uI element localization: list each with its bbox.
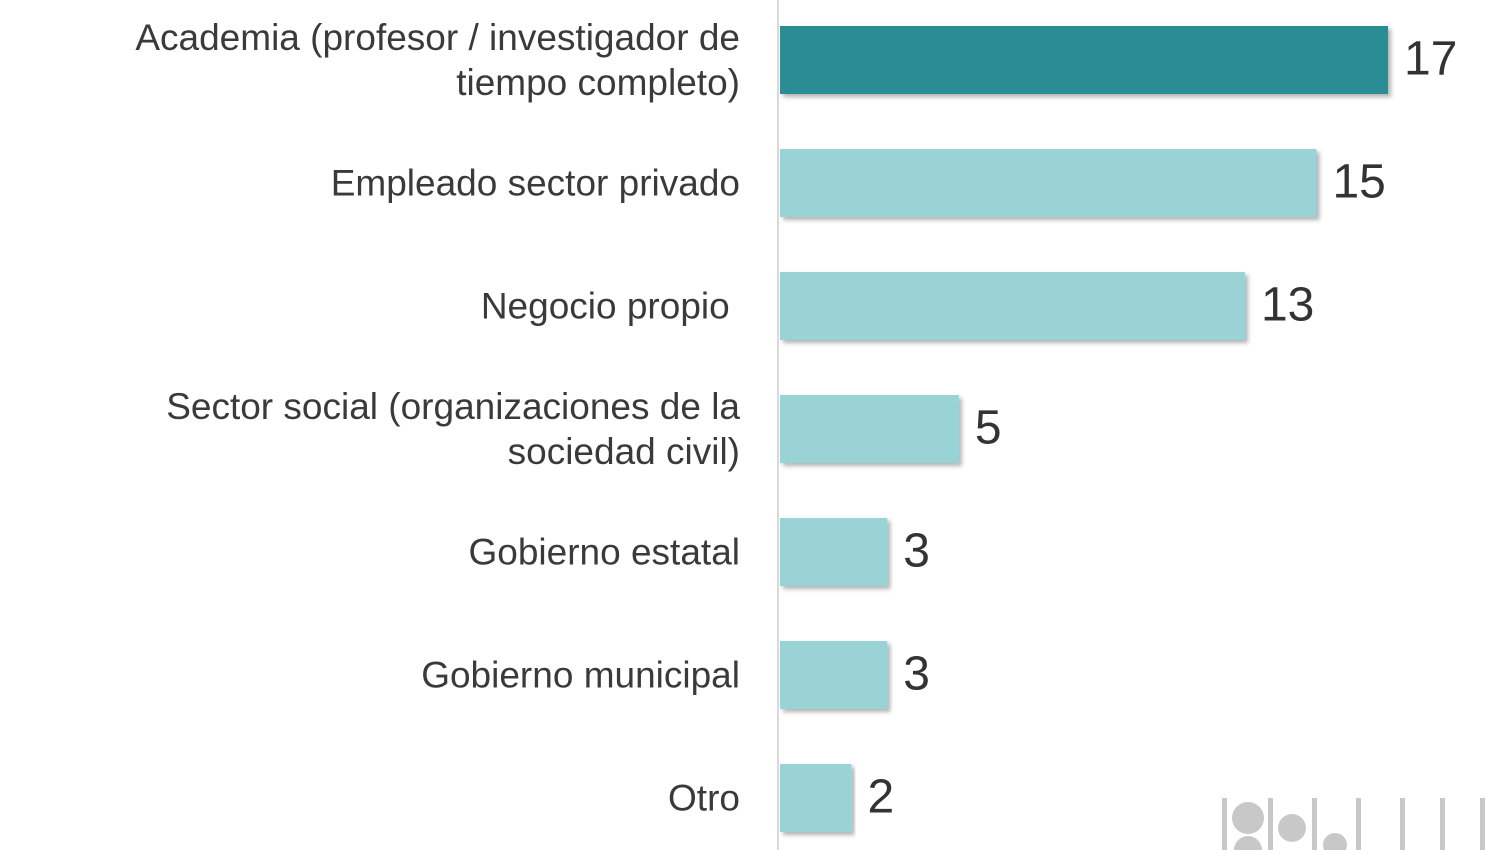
value-label: 17 bbox=[1404, 33, 1457, 86]
logo bbox=[1222, 798, 1485, 850]
category-label: Negocio propio bbox=[480, 285, 740, 327]
value-label: 15 bbox=[1332, 156, 1385, 209]
category-label: Gobierno municipal bbox=[421, 654, 740, 696]
value-label: 13 bbox=[1261, 279, 1314, 332]
value-label: 5 bbox=[975, 402, 1002, 455]
bar bbox=[780, 26, 1388, 94]
category-label: Academia (profesor / investigador de tie… bbox=[135, 17, 751, 103]
category-label: Empleado sector privado bbox=[330, 162, 740, 204]
bar bbox=[780, 641, 888, 709]
value-label: 2 bbox=[868, 771, 895, 824]
bar bbox=[780, 149, 1317, 217]
bar bbox=[780, 764, 852, 832]
value-label: 3 bbox=[903, 648, 930, 701]
bar bbox=[780, 272, 1245, 340]
category-label: Sector social (organizaciones de la soci… bbox=[166, 386, 751, 472]
bar bbox=[780, 395, 959, 463]
bar bbox=[780, 518, 888, 586]
category-label: Otro bbox=[668, 777, 740, 819]
category-label: Gobierno estatal bbox=[468, 531, 740, 573]
value-label: 3 bbox=[903, 525, 930, 578]
